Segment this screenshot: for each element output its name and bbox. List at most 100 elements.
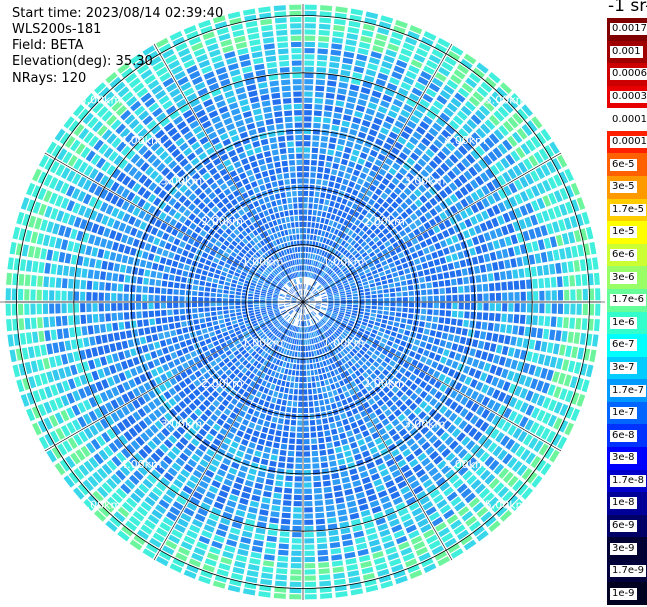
beta-bin [522,338,530,349]
beta-bin [375,517,386,526]
beta-bin [192,285,199,291]
beta-bin [61,303,67,314]
beta-bin [370,51,382,59]
beta-bin [98,303,104,312]
beta-bin [252,430,260,437]
beta-bin [323,273,328,279]
beta-bin [303,451,311,457]
beta-bin [213,340,220,347]
beta-bin [353,242,360,249]
beta-bin [291,299,297,301]
beta-bin [444,158,454,168]
beta-bin [319,586,332,593]
beta-bin [330,49,342,56]
beta-bin [103,445,114,457]
beta-bin [324,199,330,206]
beta-bin [424,211,433,220]
beta-bin [407,319,413,325]
beta-bin [417,249,424,257]
beta-bin [211,459,220,467]
beta-bin [287,282,292,287]
beta-bin [492,445,503,457]
beta-bin [448,245,456,253]
beta-bin [316,268,320,274]
beta-bin [322,180,328,186]
beta-bin [366,461,375,470]
beta-bin [386,340,393,347]
beta-bin [547,208,556,220]
beta-bin [154,174,164,184]
beta-bin [356,245,363,252]
beta-bin [296,439,303,445]
beta-bin [355,163,363,171]
beta-bin [410,59,423,69]
beta-bin [138,328,145,336]
beta-bin [530,455,542,469]
beta-bin [226,236,233,243]
beta-bin [260,350,266,357]
beta-bin [444,409,453,418]
beta-bin [413,339,421,346]
beta-bin [324,314,330,319]
beta-bin [312,318,317,323]
beta-bin [550,277,557,288]
beta-bin [413,228,421,236]
beta-bin [370,224,377,231]
beta-bin [470,402,480,413]
beta-bin [266,278,272,283]
beta-bin [281,399,287,406]
beta-bin [338,313,344,318]
beta-bin [137,276,143,285]
beta-bin [551,290,557,301]
beta-bin [109,251,117,261]
beta-bin [468,520,481,532]
beta-bin [303,166,310,172]
beta-bin [289,438,295,444]
beta-bin [292,532,302,538]
beta-bin [227,533,239,541]
beta-bin [340,300,346,302]
beta-bin [384,302,390,306]
beta-bin [373,557,386,565]
beta-bin [364,288,370,292]
beta-bin [126,236,134,246]
beta-bin [411,359,419,367]
beta-bin [334,305,340,308]
beta-bin [549,141,560,155]
beta-bin [173,302,179,308]
beta-bin [246,242,253,249]
beta-bin [252,456,261,464]
beta-bin [183,507,195,517]
beta-bin [409,136,419,146]
beta-bin [310,172,316,178]
beta-bin [217,248,225,255]
beta-bin [90,154,101,166]
beta-bin [88,396,98,408]
beta-bin [118,243,125,253]
beta-bin [334,202,340,209]
beta-bin [392,355,399,362]
beta-bin [402,307,408,313]
beta-bin [332,275,338,280]
beta-bin [92,292,98,301]
beta-bin [82,112,94,125]
beta-bin [212,438,222,447]
beta-bin [26,392,36,405]
beta-bin [241,222,248,229]
beta-bin [303,389,308,395]
beta-bin [142,393,151,403]
beta-bin [161,288,167,294]
beta-bin [368,398,375,406]
beta-bin [43,401,53,414]
beta-bin [357,131,367,139]
beta-bin [513,314,520,324]
beta-bin [222,331,229,337]
beta-bin [201,475,212,484]
beta-bin [512,479,524,492]
beta-bin [193,240,200,248]
beta-bin [88,359,96,370]
beta-bin [328,378,334,384]
beta-bin [268,275,274,280]
beta-bin [297,333,300,339]
beta-bin [162,363,170,372]
